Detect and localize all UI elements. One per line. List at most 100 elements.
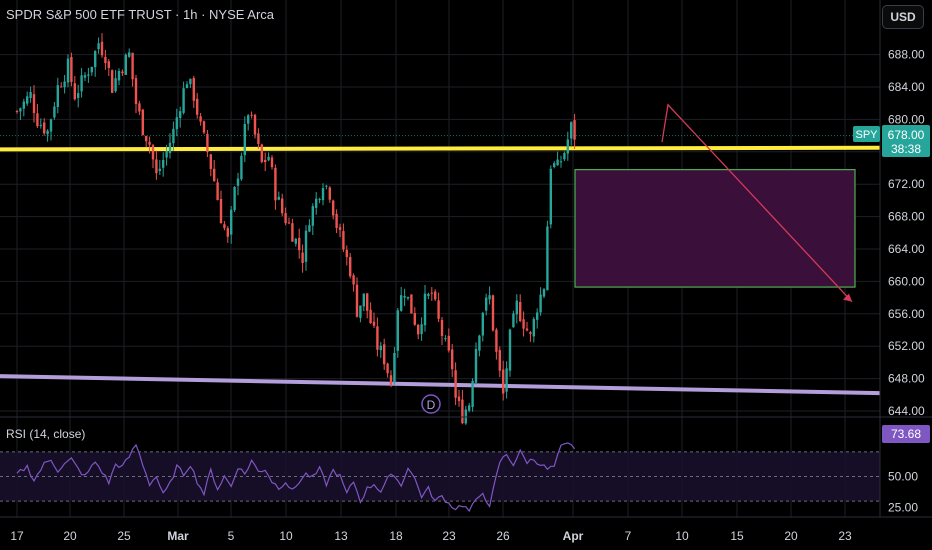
- time-tick-label: 26: [496, 529, 510, 543]
- candle-body: [556, 159, 559, 166]
- candle-body: [298, 237, 301, 251]
- candle-body: [104, 56, 107, 64]
- candle-body: [236, 178, 240, 186]
- candle-body: [281, 198, 284, 214]
- candle-body: [294, 238, 297, 244]
- candle-body: [172, 128, 175, 144]
- candle-body: [223, 224, 226, 229]
- candle-body: [196, 98, 199, 115]
- time-tick-label: 7: [625, 529, 632, 543]
- candle-body: [148, 141, 151, 145]
- candle-body: [359, 305, 362, 318]
- rsi-tick-label: 25.00: [888, 500, 918, 514]
- candle-body: [491, 295, 495, 331]
- currency-button[interactable]: USD: [882, 5, 924, 29]
- candle-body: [529, 332, 532, 334]
- candle-body: [63, 81, 66, 88]
- price-tick-label: 672.00: [888, 177, 925, 191]
- candle-body: [185, 84, 189, 89]
- resistance-line: [0, 145, 881, 152]
- candle-body: [335, 213, 338, 229]
- candle-body: [151, 145, 155, 160]
- candle-body: [287, 222, 291, 224]
- candle-body: [155, 159, 158, 174]
- candle-body: [94, 51, 97, 68]
- candle-body: [39, 124, 42, 126]
- rsi-pane[interactable]: [0, 416, 932, 513]
- support-line: [0, 374, 881, 396]
- candle-body: [77, 93, 80, 99]
- candle-body: [321, 188, 325, 201]
- candle-body: [338, 227, 342, 230]
- candle-body: [257, 133, 260, 144]
- candle-body: [233, 186, 236, 211]
- candle-body: [563, 153, 566, 160]
- candle-body: [512, 313, 515, 328]
- candle-body: [542, 289, 546, 297]
- candle-body: [498, 350, 501, 371]
- candle-body: [423, 293, 427, 326]
- candle-body: [165, 150, 168, 158]
- candle-body: [250, 114, 253, 116]
- time-tick-label: 17: [10, 529, 24, 543]
- candle-body: [53, 106, 56, 118]
- candle-body: [474, 349, 478, 383]
- candle-body: [117, 70, 121, 81]
- candle-body: [114, 78, 117, 92]
- candle-body: [478, 335, 481, 351]
- candle-body: [454, 370, 457, 398]
- candle-body: [219, 198, 223, 224]
- candle-body: [83, 75, 87, 78]
- candle-body: [342, 231, 345, 250]
- candle-body: [471, 380, 474, 408]
- candle-body: [549, 168, 552, 225]
- candle-body: [502, 369, 505, 394]
- candle-body: [138, 103, 141, 112]
- candle-body: [90, 66, 93, 73]
- candle-body: [226, 228, 229, 237]
- candle-body: [508, 329, 512, 371]
- candle-body: [536, 312, 539, 320]
- candle-body: [66, 58, 70, 83]
- candle-body: [267, 156, 270, 161]
- time-tick-label: 10: [279, 529, 293, 543]
- candle-body: [247, 115, 250, 124]
- demand-zone: [574, 169, 856, 288]
- candle-body: [461, 399, 464, 424]
- candle-body: [192, 78, 195, 101]
- candle-body: [260, 144, 263, 162]
- candle-body: [301, 252, 304, 264]
- price-tick-label: 688.00: [888, 48, 925, 62]
- candle-body: [70, 56, 73, 83]
- candle-body: [437, 300, 440, 319]
- candle-body: [539, 294, 542, 313]
- candle-body: [304, 230, 308, 262]
- candle-body: [468, 405, 471, 411]
- price-tag-value: 678.00: [888, 128, 925, 142]
- candle-body: [162, 159, 165, 168]
- candle-body: [553, 163, 556, 167]
- candle-body: [22, 101, 25, 109]
- candle-body: [488, 295, 491, 300]
- price-tick-label: 652.00: [888, 339, 925, 353]
- candle-body: [36, 113, 39, 127]
- dividend-marker[interactable]: D: [421, 394, 441, 414]
- candle-body: [519, 302, 522, 321]
- candle-body: [121, 71, 124, 74]
- candle-body: [386, 363, 389, 374]
- candle-body: [376, 326, 379, 350]
- candle-body: [406, 296, 410, 299]
- candle-body: [243, 124, 246, 156]
- time-tick-label: Apr: [563, 529, 584, 543]
- candle-body: [434, 291, 437, 300]
- candle-body: [189, 78, 192, 85]
- candle-body: [19, 108, 22, 112]
- candle-body: [277, 196, 280, 200]
- candle-body: [403, 296, 406, 298]
- time-tick-label: 10: [675, 529, 689, 543]
- candle-body: [124, 54, 127, 75]
- rsi-label: RSI (14, close): [6, 427, 86, 441]
- price-tick-label: 660.00: [888, 274, 925, 288]
